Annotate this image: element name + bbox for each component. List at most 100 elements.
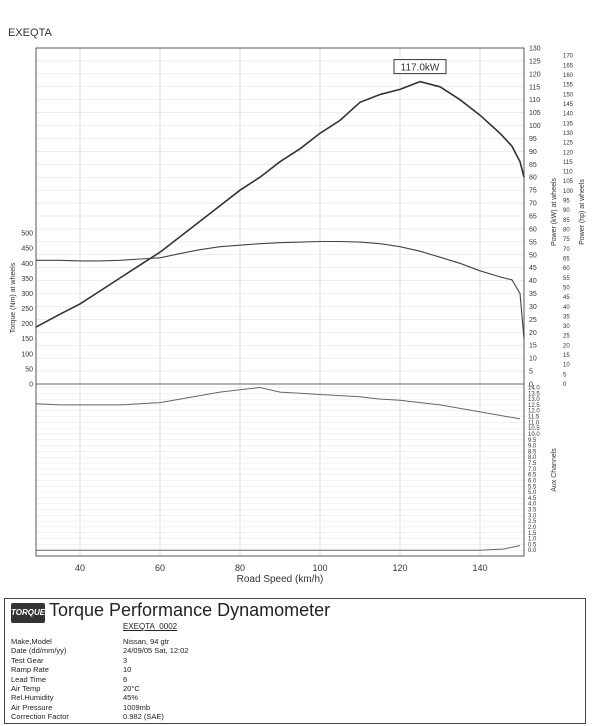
- x-tick-label: 140: [472, 563, 487, 573]
- power-curve: [35, 80, 525, 328]
- torque-tick-label: 150: [21, 336, 33, 343]
- hp-tick-label: 85: [563, 218, 570, 224]
- aux-tick-label: 6.5: [528, 473, 537, 479]
- aux-tick-label: 1.5: [528, 531, 537, 537]
- kw-tick-label: 15: [529, 343, 537, 350]
- x-tick-label: 120: [392, 563, 407, 573]
- hp-tick-label: 105: [563, 179, 574, 185]
- x-tick-label: 80: [235, 563, 245, 573]
- aux-tick-label: 8.0: [528, 455, 537, 461]
- aux-tick-label: 2.5: [528, 519, 537, 525]
- aux-axis-label: Aux Channels: [551, 448, 558, 492]
- info-row: Air Pressure 1009mb: [11, 703, 150, 712]
- aux-tick-label: 12.5: [528, 403, 540, 409]
- aux-tick-label: 5.5: [528, 484, 537, 490]
- info-key: Test Gear: [11, 655, 44, 665]
- hp-tick-label: 10: [563, 363, 570, 369]
- hp-tick-label: 140: [563, 112, 574, 118]
- info-key: Ramp Rate: [11, 665, 49, 675]
- x-axis-label: Road Speed (km/h): [237, 574, 324, 585]
- info-value: 45%: [123, 693, 139, 703]
- kw-tick-label: 105: [529, 110, 541, 117]
- plot-frame: [35, 47, 525, 557]
- hp-tick-label: 120: [563, 150, 574, 156]
- info-key: Lead Time: [11, 674, 47, 684]
- kw-tick-label: 40: [529, 278, 537, 285]
- info-row: Lead Time 6: [11, 675, 127, 684]
- hp-tick-label: 110: [563, 170, 573, 176]
- kw-tick-label: 125: [529, 58, 541, 65]
- aux-tick-label: 9.5: [528, 438, 537, 444]
- info-row: Air Temp 20°C: [11, 684, 140, 693]
- torque-curve: [36, 240, 525, 339]
- aux-channel-line-2: [36, 545, 521, 551]
- torque-tick-label: 500: [21, 231, 33, 238]
- info-row: Make,Model Nissan, 94 gtr: [11, 637, 169, 646]
- kw-tick-label: 95: [529, 136, 537, 143]
- torque-tick-label: 400: [21, 261, 33, 268]
- kw-tick-label: 130: [529, 46, 541, 53]
- kw-tick-label: 110: [529, 97, 540, 104]
- info-key: Correction Factor: [11, 712, 69, 722]
- hp-tick-label: 100: [563, 189, 574, 195]
- kw-tick-label: 115: [529, 84, 540, 91]
- hp-tick-label: 145: [563, 102, 574, 108]
- info-row: Correction Factor 0.982 (SAE): [11, 712, 164, 721]
- hp-tick-label: 5: [563, 372, 567, 378]
- aux-tick-label: 4.0: [528, 502, 537, 508]
- aux-tick-label: 13.0: [528, 397, 540, 403]
- info-key: Date (dd/mm/yy): [11, 646, 67, 656]
- info-value: 6: [123, 674, 128, 684]
- aux-tick-label: 14.0: [528, 385, 540, 391]
- info-key: Rel.Humidity: [11, 693, 54, 703]
- hp-tick-label: 135: [563, 121, 574, 127]
- kw-tick-label: 85: [529, 162, 537, 169]
- hp-tick-label: 80: [563, 228, 570, 234]
- x-tick-label: 60: [155, 563, 165, 573]
- torque-tick-label: 100: [21, 351, 33, 358]
- hp-tick-label: 160: [563, 73, 574, 79]
- kw-tick-label: 60: [529, 226, 537, 233]
- aux-tick-label: 10.5: [528, 426, 540, 432]
- hp-tick-label: 40: [563, 305, 570, 311]
- aux-tick-label: 0.5: [528, 542, 537, 548]
- kw-tick-label: 30: [529, 304, 537, 311]
- x-tick-label: 100: [312, 563, 327, 573]
- kw-tick-label: 120: [529, 71, 541, 78]
- info-value: 3: [123, 655, 128, 665]
- aux-tick-label: 3.5: [528, 508, 537, 514]
- aux-tick-label: 12.0: [528, 409, 540, 415]
- torque-tick-label: 50: [25, 366, 33, 373]
- hp-tick-label: 125: [563, 141, 574, 147]
- hp-tick-label: 15: [563, 353, 570, 359]
- info-value: Nissan, 94 gtr: [123, 637, 170, 646]
- hp-tick-label: 75: [563, 237, 570, 243]
- hp-tick-label: 35: [563, 314, 570, 320]
- hp-tick-label: 155: [563, 83, 574, 89]
- torque-tick-label: 300: [21, 291, 33, 298]
- info-row: Date (dd/mm/yy) 24/09/05 Sat, 12:02: [11, 646, 188, 655]
- dyno-chart: EXEQTA 40 60 80 100 120 140051015202530354045…: [8, 27, 586, 585]
- hp-tick-label: 65: [563, 256, 570, 262]
- kw-tick-label: 45: [529, 265, 537, 272]
- kw-tick-label: 100: [529, 123, 541, 130]
- hp-tick-label: 165: [563, 63, 574, 69]
- info-row: Ramp Rate 10: [11, 665, 131, 674]
- header-code: EXEQTA: [8, 27, 52, 39]
- info-row: Test Gear 3: [11, 656, 127, 665]
- torque-tick-label: 250: [21, 306, 33, 313]
- info-value: 10: [123, 665, 132, 675]
- aux-tick-label: 13.5: [528, 391, 540, 397]
- aux-tick-label: 11.5: [528, 415, 540, 421]
- hp-axis-label: Power (hp) at wheels: [579, 179, 586, 245]
- peak-label: 117.0kW: [401, 63, 440, 74]
- run-reference: EXEQTA_0002: [123, 622, 178, 631]
- kw-tick-label: 0: [529, 382, 533, 389]
- hp-tick-label: 45: [563, 295, 570, 301]
- torque-tick-label: 450: [21, 246, 33, 253]
- info-panel: TORQUE Torque Performance Dynamometer EX…: [4, 598, 586, 724]
- hp-tick-label: 25: [563, 334, 570, 340]
- aux-tick-label: 6.0: [528, 478, 537, 484]
- kw-tick-label: 35: [529, 291, 537, 298]
- hp-tick-label: 60: [563, 266, 570, 272]
